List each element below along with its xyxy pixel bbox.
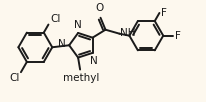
Text: Cl: Cl [50, 14, 61, 24]
Text: methyl: methyl [63, 74, 99, 84]
Text: F: F [161, 8, 166, 18]
Text: NH: NH [120, 28, 135, 38]
Text: N: N [89, 56, 97, 66]
Text: N: N [58, 39, 66, 49]
Text: N: N [74, 20, 82, 30]
Text: F: F [174, 31, 180, 41]
Text: O: O [95, 3, 103, 13]
Text: Cl: Cl [9, 73, 20, 83]
